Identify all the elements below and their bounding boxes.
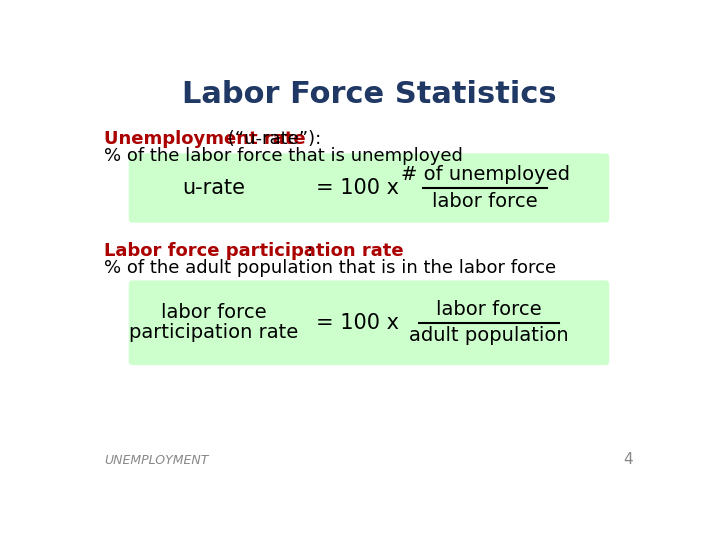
Text: UNEMPLOYMENT: UNEMPLOYMENT xyxy=(104,454,208,467)
Text: = 100 x: = 100 x xyxy=(316,313,399,333)
Text: Unemployment rate: Unemployment rate xyxy=(104,130,305,148)
Text: Labor Force Statistics: Labor Force Statistics xyxy=(181,80,557,109)
Text: labor force: labor force xyxy=(436,300,542,319)
Text: % of the labor force that is unemployed: % of the labor force that is unemployed xyxy=(104,147,463,165)
Text: % of the adult population that is in the labor force: % of the adult population that is in the… xyxy=(104,259,556,277)
Text: 4: 4 xyxy=(623,452,632,467)
Text: participation rate: participation rate xyxy=(130,323,299,342)
Text: labor force: labor force xyxy=(433,192,538,211)
Text: u-rate: u-rate xyxy=(182,178,246,198)
Text: (“u-rate”):: (“u-rate”): xyxy=(222,130,321,148)
FancyBboxPatch shape xyxy=(129,153,609,222)
Text: labor force: labor force xyxy=(161,303,267,322)
Text: = 100 x: = 100 x xyxy=(316,178,399,198)
Text: Labor force participation rate: Labor force participation rate xyxy=(104,242,404,260)
FancyBboxPatch shape xyxy=(129,280,609,365)
Text: # of unemployed: # of unemployed xyxy=(401,165,570,185)
Text: :: : xyxy=(307,242,313,260)
Text: adult population: adult population xyxy=(409,326,569,346)
